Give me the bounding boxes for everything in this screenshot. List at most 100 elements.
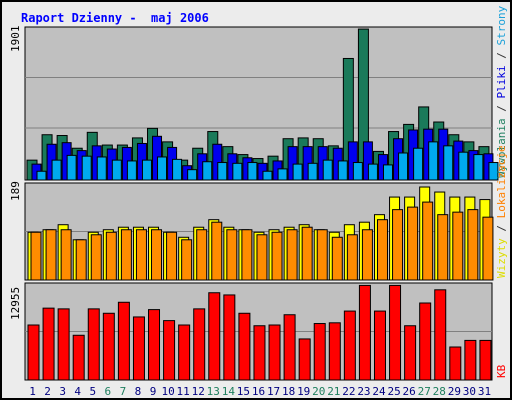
visits-panel-bar-lokalizacje-24 [376,219,388,281]
kb-panel-bar-kb-1 [27,324,40,381]
x-tick-label: 29 [448,385,461,398]
x-tick-label: 30 [463,385,476,398]
visits-panel-bar-lokalizacje-4 [75,239,87,281]
visits-panel-bar-lokalizacje-31 [482,216,494,281]
visits-panel-bar-lokalizacje-30 [467,209,479,281]
hits-panel-bar-strony-23 [367,163,378,181]
visits-panel-bar-lokalizacje-10 [166,231,178,281]
x-tick-label: 17 [267,385,280,398]
x-tick-label: 18 [282,385,295,398]
hits-panel-bar-strony-9 [157,156,168,181]
visits-panel-bar-lokalizacje-9 [151,229,163,281]
hits-panel-bar-strony-18 [292,163,303,181]
kb-panel-bar-kb-20 [313,323,326,381]
x-tick-label: 28 [433,385,446,398]
x-tick-label: 21 [327,385,340,398]
x-tick-label: 5 [89,385,96,398]
visits-panel-bar-lokalizacje-7 [120,229,132,281]
visits-panel-bar-lokalizacje-3 [60,229,72,281]
visits-panel-bar-lokalizacje-8 [135,229,147,281]
hits-panel-bar-strony-1 [36,170,47,181]
x-tick-label: 9 [150,385,157,398]
x-tick-label: 6 [105,385,112,398]
visits-panel-bar-lokalizacje-14 [226,229,238,281]
kb-panel-bar-kb-9 [148,309,161,381]
hits-panel-bar-strony-14 [232,162,243,181]
hits-panel-bar-strony-10 [172,158,183,181]
hits-panel-bar-strony-12 [202,161,213,181]
legend-entry: Lokalizacje [495,146,508,219]
kb-panel-bar-kb-18 [283,314,296,381]
x-tick-label: 4 [74,385,81,398]
legend-top: Wywołania / Pliki / Strony [495,5,508,178]
visits-panel-bar-lokalizacje-15 [241,229,253,281]
hits-panel-bar-strony-19 [307,162,318,181]
x-tick-label: 22 [342,385,355,398]
hits-panel-bar-strony-13 [217,162,228,181]
visits-panel-bar-lokalizacje-17 [271,231,283,281]
legend-entry: / [495,218,508,238]
chart-title: Raport Dzienny - maj 2006 [21,11,209,25]
x-tick-label: 14 [222,385,236,398]
hits-panel-bar-strony-22 [352,162,363,181]
kb-panel-bar-kb-19 [298,338,311,381]
kb-panel-bar-kb-15 [238,312,251,381]
visits-panel-bar-lokalizacje-25 [392,209,404,281]
x-tick-label: 23 [357,385,370,398]
legend-bottom: KB [495,364,508,378]
hits-panel-bar-strony-20 [322,159,333,181]
kb-panel-bar-kb-13 [208,292,221,381]
x-tick-label: 31 [478,385,491,398]
x-tick-label: 8 [135,385,142,398]
visits-panel-bar-lokalizacje-16 [256,234,268,281]
legend-entry: Strony [495,5,508,45]
kb-panel-bar-kb-8 [132,316,145,381]
kb-panel-bar-kb-11 [178,324,191,381]
hits-panel-bar-strony-4 [81,155,92,181]
hits-panel-bar-strony-5 [96,156,107,181]
x-tick-label: 10 [161,385,174,398]
kb-panel-bar-kb-6 [102,312,115,381]
y-max-label-kb: 12955 [9,287,22,320]
visits-panel-bar-lokalizacje-23 [361,229,373,281]
x-tick-label: 12 [192,385,205,398]
kb-panel-bar-kb-29 [449,346,462,381]
hits-panel-bar-strony-11 [187,169,198,181]
x-tick-label: 1 [29,385,36,398]
x-tick-label: 15 [237,385,250,398]
legend-middle: Wizyty / Lokalizacje [495,146,508,278]
legend-entry: / [495,99,508,119]
kb-panel-bar-kb-5 [87,308,100,381]
hits-panel-bar-strony-15 [247,162,258,181]
hits-panel-bar-strony-8 [141,159,152,181]
kb-panel-bar-kb-30 [464,339,477,381]
x-tick-label: 19 [297,385,310,398]
kb-panel-bar-kb-31 [479,339,492,381]
visits-panel-bar-lokalizacje-6 [105,231,117,281]
kb-panel-bar-kb-4 [72,334,85,381]
visits-panel-bar-lokalizacje-2 [45,229,57,281]
y-max-label-visits: 189 [9,181,22,201]
x-tick-label: 2 [44,385,51,398]
x-tick-label: 27 [418,385,431,398]
kb-panel-bar-kb-24 [373,310,386,381]
visits-panel-bar-lokalizacje-22 [346,234,358,281]
x-tick-label: 13 [207,385,220,398]
y-max-label-hits: 1901 [9,26,22,53]
visits-panel-bar-lokalizacje-18 [286,229,298,281]
kb-panel-bar-kb-7 [117,301,130,381]
x-tick-label: 11 [177,385,190,398]
hits-panel-bar-strony-31 [488,162,499,181]
legend-entry: / [495,46,508,66]
hits-panel-bar-strony-21 [337,160,348,181]
hits-panel-bar-strony-29 [458,151,469,181]
x-tick-label: 3 [59,385,66,398]
visits-panel-bar-lokalizacje-13 [211,221,223,281]
hits-panel-bar-strony-25 [398,152,409,181]
hits-panel-bar-strony-6 [111,159,122,181]
hits-panel-bar-strony-24 [382,164,393,181]
visits-panel-bar-lokalizacje-27 [422,201,434,281]
kb-panel-bar-kb-3 [57,308,70,381]
x-tick-label: 25 [387,385,400,398]
